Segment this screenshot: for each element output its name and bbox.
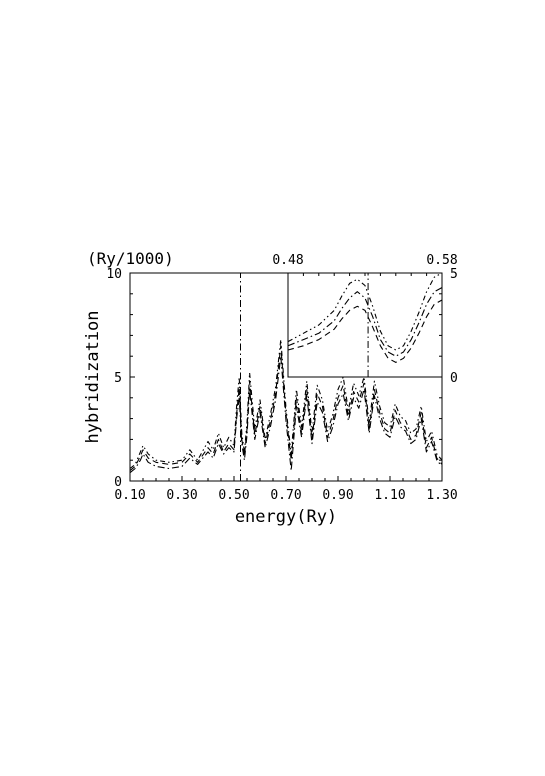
x-tick-label: 0.50 [218, 488, 249, 503]
series-line-3 [129, 339, 443, 469]
x-tick-label: 0.70 [270, 488, 301, 503]
inset-y-tick-label: 5 [450, 267, 458, 282]
series-line-1 [129, 345, 443, 472]
x-tick-label: 0.10 [114, 488, 145, 503]
inset-x-tick-label: 0.48 [272, 253, 303, 268]
inset-x-tick-label: 0.58 [426, 253, 457, 268]
x-tick-label: 1.30 [426, 488, 457, 503]
x-tick-label: 0.90 [322, 488, 353, 503]
y-tick-label: 5 [114, 371, 122, 386]
main-ticks: 0.10 0.30 0.50 0.70 0.90 1.10 1.30 0 5 10 [106, 267, 457, 503]
x-tick-label: 1.10 [374, 488, 405, 503]
main-series [129, 273, 443, 481]
inset-ticks: 0.48 0.58 0 5 [272, 253, 457, 386]
inset-series-line-1 [287, 299, 443, 363]
inset-series [287, 272, 443, 377]
x-tick-label: 0.30 [166, 488, 197, 503]
inset-background [287, 272, 443, 378]
inset-series-line-3 [287, 272, 443, 351]
unit-label: (Ry/1000) [87, 249, 174, 268]
inset-y-tick-label: 0 [450, 371, 458, 386]
y-tick-label: 10 [106, 267, 122, 282]
x-axis-title: energy(Ry) [235, 507, 337, 527]
y-axis-title: hybridization [83, 310, 103, 443]
y-tick-label: 0 [114, 475, 122, 490]
inset-series-line-2 [287, 287, 443, 357]
